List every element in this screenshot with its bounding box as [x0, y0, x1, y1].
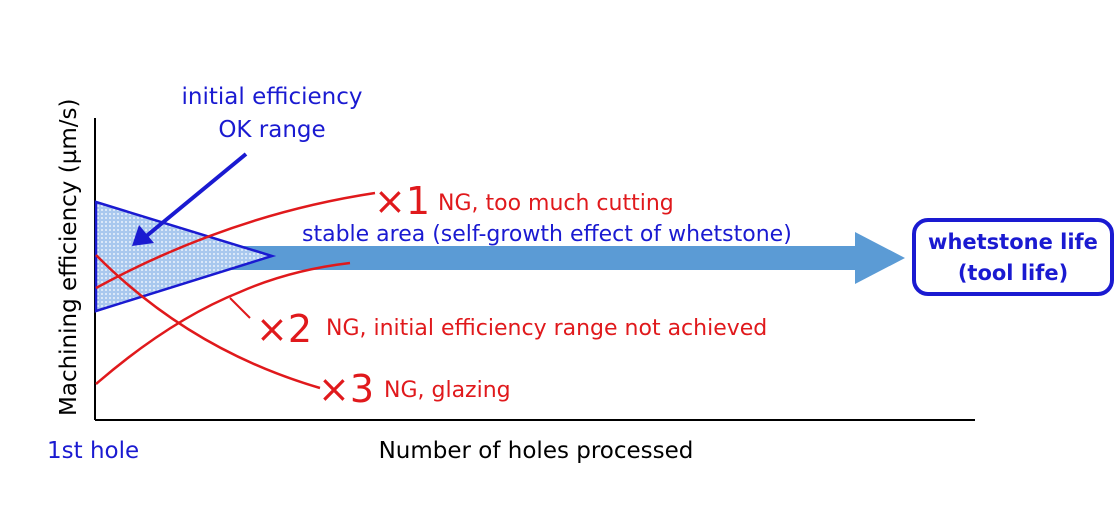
whetstone-life-label-line1: whetstone life	[928, 230, 1098, 254]
ok-range-label-line2: OK range	[218, 117, 325, 143]
case-3-mark: ×3	[318, 367, 374, 411]
ok-range-triangle	[94, 200, 277, 313]
case-1: ×1 NG, too much cutting	[374, 179, 674, 223]
stable-area-arrow	[160, 232, 905, 284]
case-2-text: NG, initial efficiency range not achieve…	[326, 316, 767, 341]
whetstone-life-box: whetstone life (tool life)	[912, 218, 1114, 296]
curve-x3	[95, 254, 321, 390]
case-2: ×2 NG, initial efficiency range not achi…	[256, 307, 767, 351]
case-1-mark: ×1	[374, 179, 430, 223]
stable-area-label: stable area (self-growth effect of whets…	[302, 222, 792, 247]
whetstone-life-label-line2: (tool life)	[958, 261, 1068, 285]
ok-range-label-line1: initial efficiency	[182, 84, 363, 110]
case-3: ×3 NG, glazing	[318, 367, 511, 411]
first-hole-label: 1st hole	[47, 438, 139, 464]
curve-x1	[95, 191, 376, 290]
case2-leader-line	[229, 297, 251, 319]
ok-range-pointer-arrow	[132, 152, 248, 246]
x-axis-label: Number of holes processed	[379, 438, 694, 464]
case-1-text: NG, too much cutting	[438, 191, 674, 216]
y-axis-label: Machining efficiency (µm/s)	[56, 99, 82, 416]
case-2-mark: ×2	[256, 307, 312, 351]
case-3-text: NG, glazing	[384, 378, 511, 403]
curve-x2	[95, 261, 351, 385]
